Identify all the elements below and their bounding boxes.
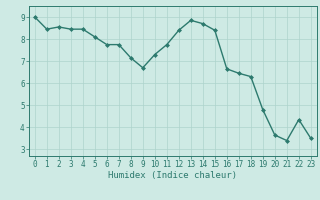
X-axis label: Humidex (Indice chaleur): Humidex (Indice chaleur) [108,171,237,180]
